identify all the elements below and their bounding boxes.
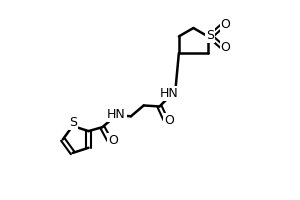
Text: S: S bbox=[206, 29, 214, 42]
Text: O: O bbox=[221, 41, 231, 54]
Text: HN: HN bbox=[107, 108, 125, 121]
Text: S: S bbox=[69, 116, 77, 129]
Text: O: O bbox=[164, 114, 174, 127]
Text: O: O bbox=[108, 134, 118, 147]
Text: O: O bbox=[221, 18, 231, 31]
Text: HN: HN bbox=[160, 87, 179, 100]
